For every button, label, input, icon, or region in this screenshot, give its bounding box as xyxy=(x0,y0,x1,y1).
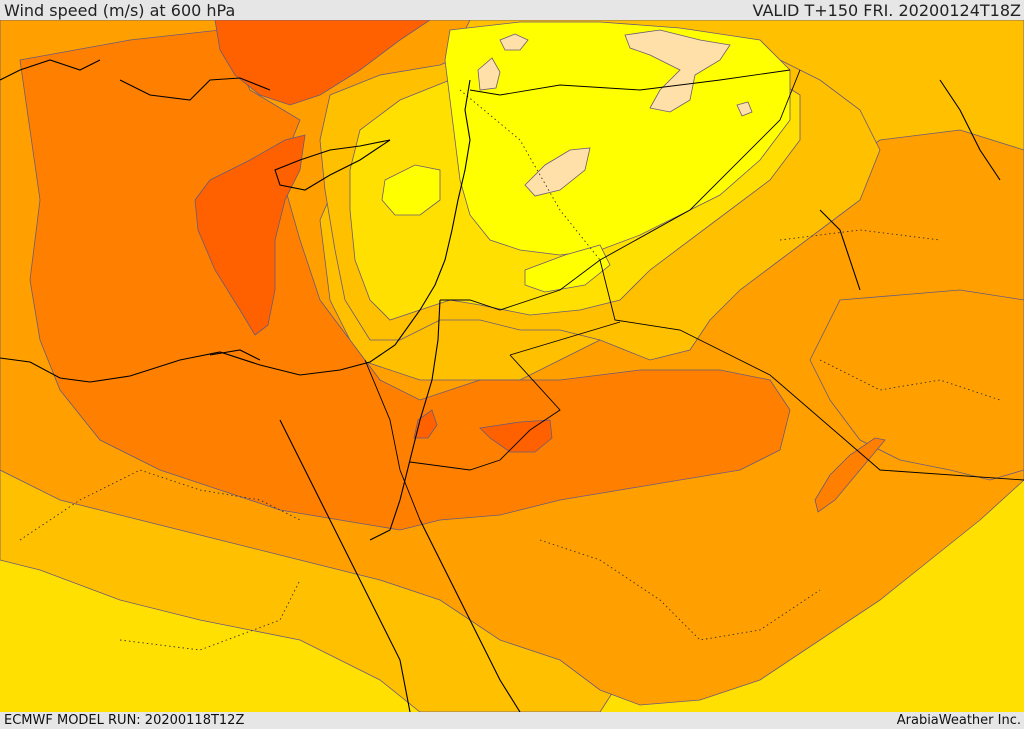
wind-speed-map[interactable] xyxy=(0,20,1024,712)
credit: ArabiaWeather Inc. xyxy=(896,713,1021,728)
band-peach-4 xyxy=(499,33,529,51)
coastlines xyxy=(0,59,1001,712)
band-red-orange-3 xyxy=(479,419,553,453)
band-red-orange-4 xyxy=(413,409,438,439)
header-bar: Wind speed (m/s) at 600 hPa VALID T+150 … xyxy=(0,0,1024,20)
band-orange-east xyxy=(809,289,1024,481)
band-red-orange xyxy=(214,20,431,106)
model-run: ECMWF MODEL RUN: 20200118T12Z xyxy=(4,713,245,728)
footer-bar: ECMWF MODEL RUN: 20200118T12Z ArabiaWeat… xyxy=(0,712,1024,729)
map-title: Wind speed (m/s) at 600 hPa xyxy=(4,1,236,20)
dotted-isolines xyxy=(19,89,1001,651)
band-light-yellow-3 xyxy=(524,244,611,293)
band-dark-orange-east xyxy=(814,437,886,513)
band-peach-5 xyxy=(736,101,753,117)
band-red-orange-2 xyxy=(194,134,306,336)
band-peach-3 xyxy=(477,57,501,91)
band-dark-orange xyxy=(19,29,791,531)
band-peach-2 xyxy=(624,29,731,113)
band-peach-1 xyxy=(524,147,591,197)
band-light-yellow-2 xyxy=(381,164,441,216)
country-borders xyxy=(364,69,1024,521)
valid-time: VALID T+150 FRI. 20200124T18Z xyxy=(752,1,1021,20)
